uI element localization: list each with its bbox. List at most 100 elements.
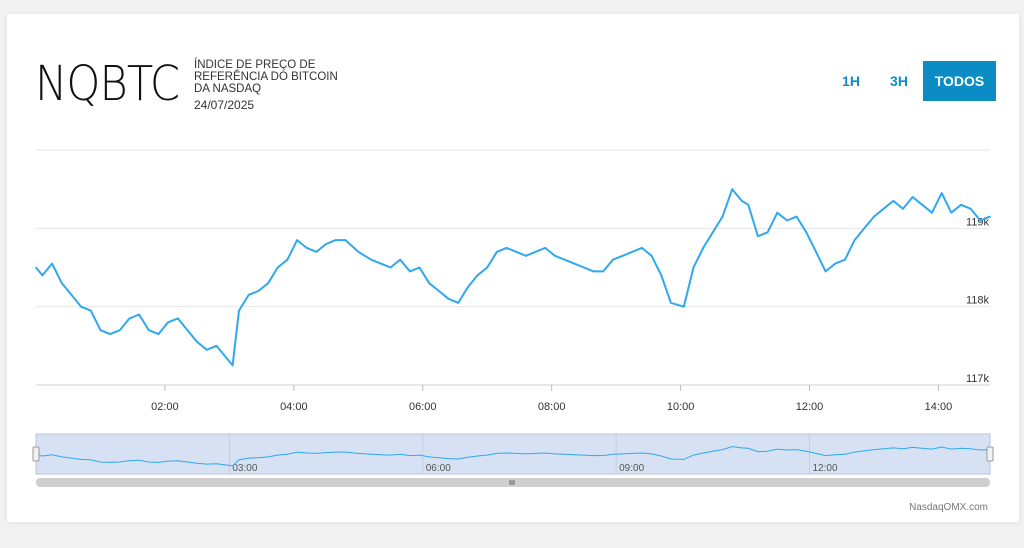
x-tick-label: 08:00 — [538, 401, 566, 413]
data-point — [357, 251, 360, 253]
navigator-right-handle[interactable] — [986, 446, 994, 462]
data-point — [447, 298, 450, 300]
x-tick-label: 10:00 — [667, 401, 695, 413]
data-point — [80, 305, 82, 308]
data-point — [325, 243, 327, 245]
data-point — [60, 282, 63, 284]
data-point — [892, 200, 895, 202]
data-point — [505, 247, 508, 249]
navigator-tick-label: 09:00 — [619, 463, 644, 474]
data-point — [573, 262, 576, 265]
data-point — [128, 317, 131, 320]
y-tick-label: 117k — [966, 373, 990, 385]
data-point — [196, 341, 198, 343]
ticker-symbol: NQBTC — [35, 56, 180, 112]
data-point — [940, 192, 943, 194]
data-point — [969, 207, 972, 210]
scrollbar-thumb[interactable] — [36, 478, 990, 487]
data-point — [496, 251, 498, 253]
data-point — [296, 239, 298, 241]
data-point — [177, 317, 179, 320]
x-tick-label: 04:00 — [280, 401, 308, 413]
data-point — [863, 227, 866, 230]
data-point — [873, 215, 875, 218]
data-point — [563, 258, 566, 261]
data-point — [650, 254, 653, 257]
data-point — [921, 204, 924, 206]
data-point — [315, 251, 318, 253]
data-point — [795, 215, 798, 218]
navigator-series-line — [35, 446, 991, 467]
data-point — [766, 231, 769, 234]
data-point — [457, 301, 460, 304]
data-point — [186, 329, 189, 331]
range-button-all[interactable]: TODOS — [923, 61, 996, 101]
x-tick-label: 14:00 — [925, 401, 953, 413]
chart-card: NQBTC ÍNDICE DE PREÇO DE REFERÊNCIA DO B… — [7, 14, 1019, 522]
data-point — [776, 211, 779, 214]
data-point — [583, 266, 585, 269]
quote-date: 24/07/2025 — [194, 98, 255, 112]
data-point — [148, 329, 150, 331]
data-point — [950, 211, 953, 214]
data-point — [267, 282, 269, 284]
data-point — [238, 309, 240, 312]
data-point — [554, 254, 556, 257]
data-point — [824, 270, 827, 273]
data-point — [344, 239, 347, 241]
y-tick-label: 118k — [966, 295, 990, 307]
data-point — [960, 204, 962, 206]
data-point — [206, 348, 208, 351]
data-point — [641, 247, 643, 249]
data-point — [741, 200, 743, 202]
navigator-left-handle[interactable] — [32, 446, 40, 462]
data-point — [476, 274, 479, 277]
data-point — [712, 231, 714, 234]
data-point — [399, 258, 401, 261]
data-point — [380, 262, 382, 265]
navigator-tick-label: 12:00 — [813, 463, 838, 474]
data-point — [99, 329, 102, 331]
data-point — [257, 290, 260, 292]
data-point — [525, 254, 527, 257]
price-line — [35, 188, 991, 367]
data-point — [592, 270, 595, 273]
range-button-1h[interactable]: 1H — [842, 73, 860, 89]
navigator-tick-label: 06:00 — [426, 463, 451, 474]
data-point — [370, 258, 372, 261]
data-point — [931, 211, 933, 214]
data-point — [389, 266, 392, 269]
data-point — [276, 266, 279, 269]
data-point — [757, 235, 759, 237]
data-point — [844, 258, 846, 261]
data-point — [515, 251, 518, 253]
data-point — [621, 254, 624, 257]
data-point — [35, 266, 37, 269]
data-point — [89, 309, 92, 312]
data-point — [721, 215, 724, 218]
data-point — [486, 266, 489, 269]
data-point — [612, 258, 614, 261]
data-point — [225, 356, 227, 359]
data-point — [544, 247, 547, 249]
data-point — [51, 262, 53, 265]
data-point — [305, 247, 308, 249]
data-point — [702, 247, 704, 249]
data-point — [534, 251, 537, 253]
data-point — [660, 274, 663, 277]
data-point — [215, 345, 218, 347]
data-point — [683, 305, 685, 308]
data-point — [979, 219, 982, 222]
data-point — [631, 251, 634, 253]
data-point — [167, 321, 169, 324]
data-point — [157, 333, 160, 335]
x-tick-label: 06:00 — [409, 401, 437, 413]
data-point — [786, 219, 788, 222]
index-description: ÍNDICE DE PREÇO DE REFERÊNCIA DO BITCOIN… — [194, 59, 338, 95]
data-point — [692, 266, 695, 269]
data-point — [118, 329, 121, 331]
data-point — [247, 294, 250, 296]
data-point — [853, 239, 856, 241]
range-button-3h[interactable]: 3H — [890, 73, 908, 89]
data-point — [109, 333, 111, 335]
